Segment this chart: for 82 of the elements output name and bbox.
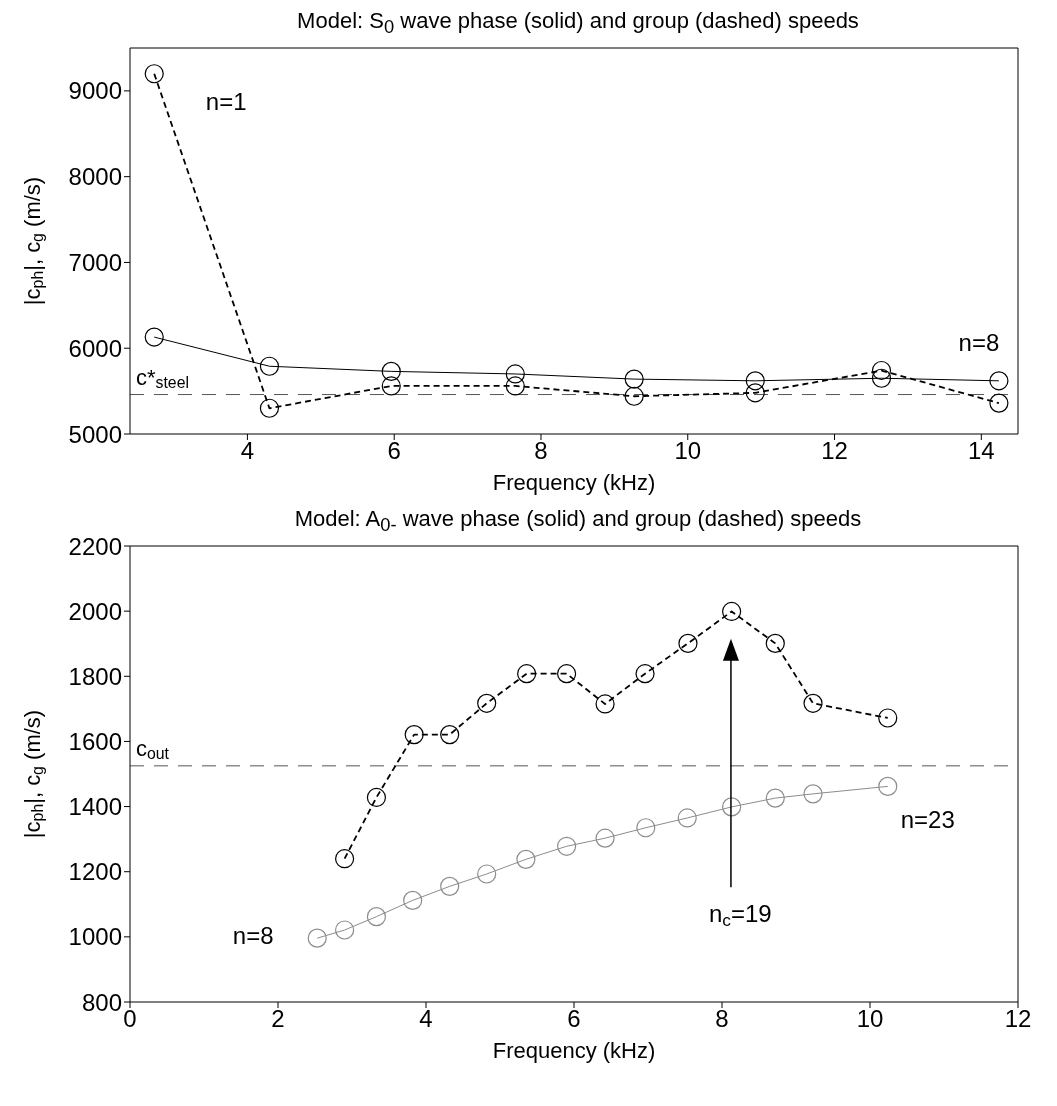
point xyxy=(989,371,1009,391)
point xyxy=(144,327,164,347)
point xyxy=(677,808,697,828)
y-tick-label: 1400 xyxy=(68,793,122,821)
point xyxy=(403,890,423,910)
annotation: n=8 xyxy=(232,922,274,950)
y-tick-label: 9000 xyxy=(68,77,122,105)
y-tick-label: 800 xyxy=(81,988,122,1016)
point xyxy=(366,907,387,927)
point xyxy=(871,360,892,381)
point xyxy=(381,376,401,396)
point xyxy=(722,797,742,817)
annotation: n=23 xyxy=(900,806,955,834)
y-tick-label: 1800 xyxy=(68,662,122,690)
point xyxy=(366,787,387,808)
ref-line-label: c$_{out}$ xyxy=(136,735,170,762)
x-tick-label: 10 xyxy=(674,437,702,465)
point xyxy=(678,633,698,653)
point xyxy=(381,361,401,381)
annotation: n=1 xyxy=(205,88,247,116)
point xyxy=(635,664,655,684)
point xyxy=(871,368,892,388)
y-tick-label: 7000 xyxy=(68,248,122,276)
x-tick-label: 14 xyxy=(967,437,995,465)
x-tick-label: 12 xyxy=(821,437,848,465)
point xyxy=(595,828,615,848)
point xyxy=(517,664,537,684)
y-tick-label: 2200 xyxy=(68,532,122,560)
x-tick-label: 4 xyxy=(240,437,255,465)
point xyxy=(765,788,785,808)
point xyxy=(259,398,280,418)
point xyxy=(624,369,644,389)
point xyxy=(477,693,497,713)
point xyxy=(722,601,742,622)
point xyxy=(878,776,898,796)
point xyxy=(636,818,656,838)
x-axis-title: Frequency (kHz) xyxy=(492,1037,656,1063)
point xyxy=(335,849,355,869)
point xyxy=(505,364,525,384)
y-tick-label: 1000 xyxy=(68,923,122,951)
point xyxy=(765,633,785,653)
annotation: n$_{c}$=19 xyxy=(708,900,772,931)
y-tick-label: 6000 xyxy=(68,334,122,362)
point xyxy=(259,356,280,376)
point xyxy=(335,920,355,940)
y-tick-label: 1200 xyxy=(68,858,122,886)
point xyxy=(989,393,1009,413)
x-tick-label: 8 xyxy=(534,437,548,465)
x-tick-label: 2 xyxy=(271,1005,285,1033)
point xyxy=(595,694,615,714)
point xyxy=(440,724,460,745)
y-tick-label: 8000 xyxy=(68,163,122,191)
point xyxy=(516,849,536,869)
x-tick-label: 12 xyxy=(1004,1005,1032,1033)
y-tick-label: 2000 xyxy=(68,597,122,625)
x-tick-label: 6 xyxy=(387,437,401,465)
chart-title: Model: A$_{0-}$ wave phase (solid) and group (dashed) speeds xyxy=(293,506,863,536)
point xyxy=(307,928,327,948)
x-tick-label: 10 xyxy=(856,1005,884,1033)
point xyxy=(505,376,525,396)
annotation: n=8 xyxy=(958,329,1000,357)
x-tick-label: 8 xyxy=(715,1005,729,1033)
x-tick-label: 4 xyxy=(419,1005,433,1033)
point xyxy=(803,784,823,804)
point xyxy=(144,64,164,84)
x-tick-label: 0 xyxy=(123,1005,137,1033)
chart-title: Model: S$_{0}$ wave phase (solid) and group (dashed) speeds xyxy=(296,8,860,38)
point xyxy=(557,664,577,684)
point xyxy=(745,371,765,391)
point xyxy=(878,708,898,728)
x-tick-label: 6 xyxy=(567,1005,581,1033)
point xyxy=(803,693,823,713)
point xyxy=(745,383,765,403)
point xyxy=(557,836,577,856)
point xyxy=(477,864,497,884)
y-tick-label: 5000 xyxy=(68,420,122,448)
x-axis-title: Frequency (kHz) xyxy=(492,469,656,495)
y-tick-label: 1600 xyxy=(68,727,122,755)
point xyxy=(624,386,644,406)
point xyxy=(404,724,424,745)
point xyxy=(440,876,460,896)
ref-line-label: c*$_{steel}$ xyxy=(136,364,189,391)
